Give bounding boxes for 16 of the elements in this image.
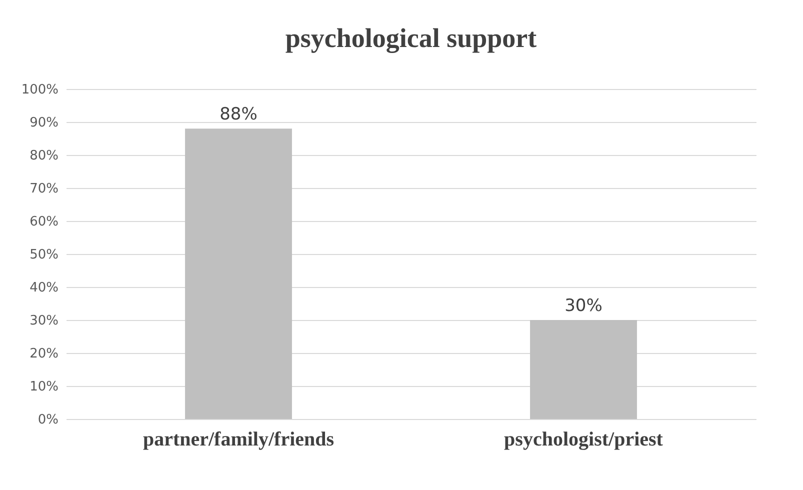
data-label: 88% xyxy=(220,104,258,125)
y-tick-label: 60% xyxy=(30,214,58,230)
x-tick-label: psychologist/priest xyxy=(504,428,664,450)
y-tick-label: 0% xyxy=(38,412,58,428)
y-tick-label: 10% xyxy=(30,380,58,394)
y-tick-label: 20% xyxy=(30,346,58,362)
y-tick-label: 90% xyxy=(30,116,58,130)
chart-title: psychological support xyxy=(285,23,537,53)
y-tick-label: 40% xyxy=(30,280,58,296)
y-tick-label: 80% xyxy=(30,148,58,164)
x-tick-label: partner/family/friends xyxy=(142,428,334,450)
y-tick-label: 30% xyxy=(30,314,58,328)
y-tick-label: 50% xyxy=(30,248,58,262)
y-tick-label: 100% xyxy=(21,82,58,98)
y-tick-label: 70% xyxy=(30,182,58,196)
data-label: 30% xyxy=(564,296,602,316)
